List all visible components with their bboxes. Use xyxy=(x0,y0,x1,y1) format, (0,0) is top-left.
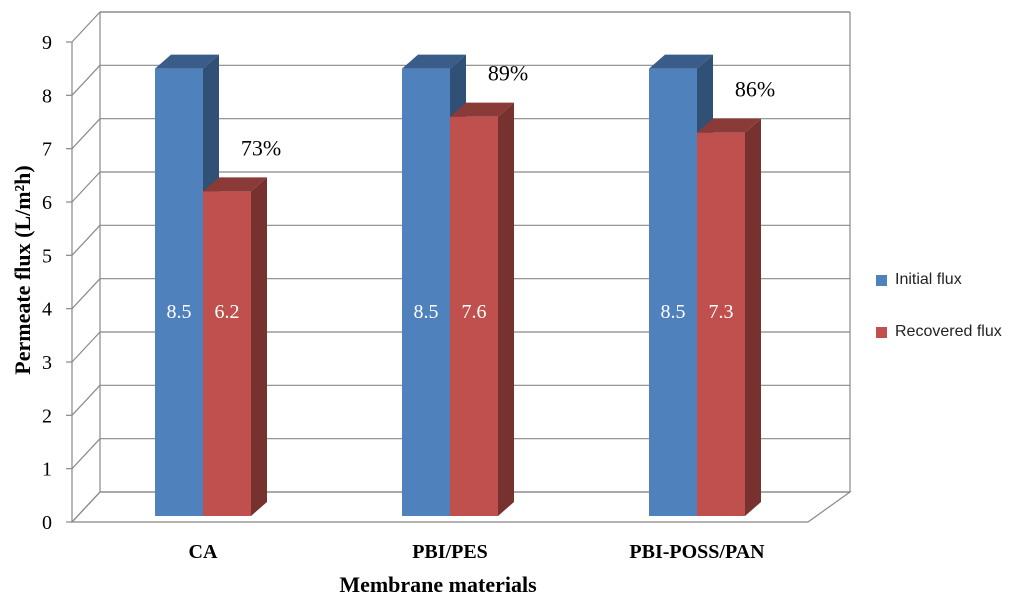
x-axis-ticks: CA PBI/PES PBI-POSS/PAN xyxy=(189,541,766,563)
bar-top-1-0 xyxy=(203,177,267,192)
y-tick-label: 0 xyxy=(42,512,52,534)
data-label: 8.5 xyxy=(414,301,439,323)
y-tick-label: 1 xyxy=(42,459,52,481)
bar-initial-0 xyxy=(155,68,203,517)
gridline-diagonal xyxy=(71,64,101,96)
legend-label-initial: Initial flux xyxy=(895,271,962,288)
y-tick-label: 3 xyxy=(42,352,52,374)
data-label: 7.3 xyxy=(709,301,734,323)
legend-swatch-recovered xyxy=(876,326,887,338)
data-label: 8.5 xyxy=(167,301,192,323)
x-tick-label: PBI/PES xyxy=(412,541,488,563)
x-tick-label: CA xyxy=(189,541,218,563)
y-tick-label: 8 xyxy=(42,85,52,107)
legend-label-recovered: Recovered flux xyxy=(895,323,1002,340)
y-tick-label: 4 xyxy=(42,299,52,321)
y-tick-label: 9 xyxy=(42,32,52,54)
legend-swatch-initial xyxy=(876,274,887,286)
bar-top-0-2 xyxy=(649,54,713,69)
y-tick-label: 7 xyxy=(42,139,52,161)
bar-top-0-0 xyxy=(155,54,219,69)
gridline-diagonal xyxy=(71,384,101,416)
recovery-annotation: 73% xyxy=(241,135,281,160)
y-tick-label: 2 xyxy=(42,405,52,427)
legend-item-initial: Initial flux xyxy=(876,268,1002,292)
y-tick-label: 6 xyxy=(42,192,52,214)
gridline-diagonal xyxy=(71,11,101,43)
x-tick-label: PBI-POSS/PAN xyxy=(629,541,765,563)
gridline-diagonal xyxy=(71,118,101,150)
legend-item-recovered: Recovered flux xyxy=(876,320,1002,344)
y-axis-label: Permeate flux (L/m²h) xyxy=(10,165,35,374)
bar-side-1-0 xyxy=(251,177,267,517)
bar-initial-1 xyxy=(402,68,450,517)
data-label: 7.6 xyxy=(462,301,487,323)
recovery-annotation: 86% xyxy=(735,77,775,102)
data-label: 6.2 xyxy=(215,301,240,323)
bar-side-1-2 xyxy=(745,118,761,517)
gridline-diagonal xyxy=(71,331,101,363)
gridline-diagonal xyxy=(71,438,101,470)
y-tick-label: 5 xyxy=(42,245,52,267)
bar-initial-2 xyxy=(649,68,697,517)
bar-recovered-2 xyxy=(697,132,745,516)
bar-top-1-2 xyxy=(697,118,761,133)
recovery-annotation: 89% xyxy=(488,61,528,86)
gridline-diagonal xyxy=(71,171,101,203)
bar-top-1-1 xyxy=(450,102,514,117)
gridline-diagonal xyxy=(71,491,101,523)
legend: Initial flux Recovered flux xyxy=(876,268,1002,372)
bar-recovered-0 xyxy=(203,191,251,517)
data-label: 8.5 xyxy=(661,301,686,323)
bar-recovered-1 xyxy=(450,116,498,517)
gridline-diagonal xyxy=(71,224,101,256)
gridline-diagonal xyxy=(71,278,101,310)
y-axis-ticks: 0 1 2 3 4 5 6 7 8 9 xyxy=(42,32,52,534)
bar-top-0-1 xyxy=(402,54,466,69)
bar-side-1-1 xyxy=(498,102,514,517)
x-axis-label: Membrane materials xyxy=(339,572,537,597)
bars: 8.5 6.2 73% 8.5 7.6 89% 8.5 7.3 86% xyxy=(155,54,775,517)
